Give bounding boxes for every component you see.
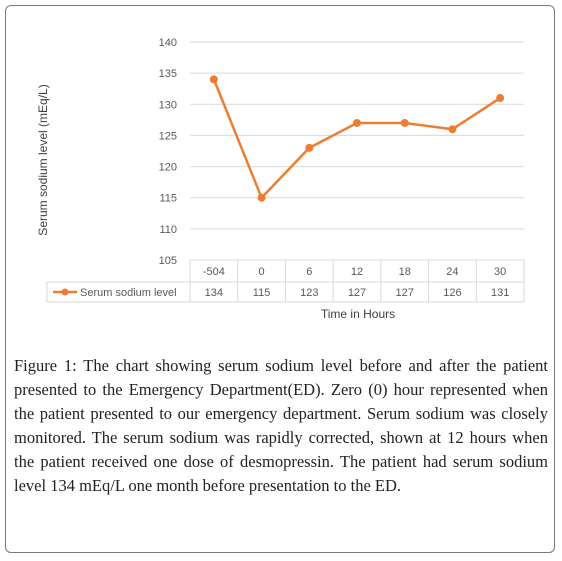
data-table: -504 134 0 115 6 123 12 127 18 127 24 126 30 131 Serum… bbox=[46, 259, 525, 303]
table-value-cell: 126 bbox=[443, 287, 461, 299]
series-layer bbox=[209, 75, 505, 202]
y-tick-label: 105 bbox=[159, 255, 177, 267]
x-category-label: 0 bbox=[259, 266, 265, 278]
x-category-label: 6 bbox=[306, 266, 312, 278]
figure-caption: Figure 1: The chart showing serum sodium… bbox=[14, 354, 548, 498]
gridlines bbox=[190, 41, 524, 230]
table-value-cell: 127 bbox=[396, 287, 414, 299]
x-category-label: 18 bbox=[399, 266, 411, 278]
table-value-cell: 123 bbox=[300, 287, 318, 299]
data-point bbox=[257, 193, 266, 202]
data-point bbox=[400, 118, 409, 127]
y-tick-label: 125 bbox=[159, 130, 177, 142]
caption-text: The chart showing serum sodium level bef… bbox=[14, 356, 549, 495]
legend-series-name: Serum sodium level bbox=[80, 287, 177, 299]
table-value-cell: 115 bbox=[253, 287, 271, 299]
legend-marker bbox=[61, 288, 69, 296]
x-axis-title: Time in Hours bbox=[321, 307, 395, 321]
x-category-label: -504 bbox=[203, 266, 225, 278]
figure-frame bbox=[5, 5, 555, 553]
x-category-label: 24 bbox=[446, 266, 458, 278]
y-tick-label: 135 bbox=[159, 68, 177, 80]
y-tick-label: 120 bbox=[159, 162, 177, 174]
y-axis-ticks: 105 110 115 120 125 130 135 140 bbox=[159, 37, 177, 267]
y-tick-label: 115 bbox=[159, 193, 177, 205]
data-point bbox=[448, 125, 457, 134]
data-point bbox=[496, 94, 505, 103]
x-category-label: 12 bbox=[351, 266, 363, 278]
x-category-label: 30 bbox=[494, 266, 506, 278]
y-tick-label: 130 bbox=[159, 99, 177, 111]
y-tick-label: 140 bbox=[159, 37, 177, 49]
data-point bbox=[209, 75, 218, 84]
y-axis-title: Serum sodium level (mEq/L) bbox=[36, 84, 50, 235]
table-value-cell: 127 bbox=[348, 287, 366, 299]
table-value-cell: 131 bbox=[491, 287, 509, 299]
data-point bbox=[305, 143, 314, 152]
caption-label: Figure 1: bbox=[14, 356, 77, 375]
table-value-cell: 134 bbox=[205, 287, 223, 299]
data-point bbox=[353, 118, 361, 127]
y-tick-label: 110 bbox=[159, 224, 177, 236]
series-line bbox=[212, 78, 501, 199]
